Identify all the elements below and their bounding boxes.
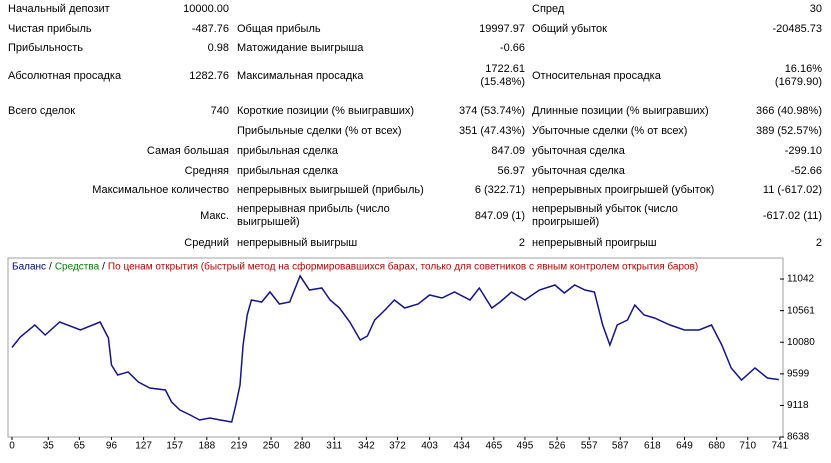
- stat-label: убыточная сделка: [532, 164, 625, 177]
- x-tick-label: 741: [772, 441, 789, 452]
- stat-label: Максимальное количество: [92, 183, 229, 196]
- stat-label: Макс.: [200, 209, 229, 222]
- stat-label: Чистая прибыль: [8, 22, 92, 35]
- legend-item: Средства: [55, 262, 100, 273]
- stat-label: прибыльная сделка: [237, 144, 339, 157]
- stat-label: убыточная сделка: [532, 144, 625, 157]
- x-tick-label: 127: [135, 441, 152, 452]
- stat-label: прибыльная сделка: [237, 164, 339, 177]
- stat-label: Относительная просадка: [532, 69, 661, 82]
- stat-label: Спред: [532, 2, 565, 15]
- stat-label: непрерывный выигрыш: [237, 236, 358, 249]
- x-tick-label: 465: [486, 441, 503, 452]
- x-tick-label: 434: [453, 441, 470, 452]
- balance-line: [11, 274, 779, 423]
- legend-item: /: [102, 262, 105, 273]
- stat-label: Самая большая: [146, 144, 229, 157]
- stat-label: Абсолютная просадка: [8, 69, 122, 82]
- stat-value: -0.66: [499, 41, 525, 54]
- stat-value: 16.16% (1679.90): [774, 63, 822, 88]
- y-tick-label: 8638: [787, 432, 810, 443]
- stat-value: -52.66: [790, 164, 822, 177]
- stat-label: Средняя: [184, 164, 229, 177]
- stat-label: Прибыльные сделки (% от всех): [237, 124, 402, 137]
- stat-value: 351 (47.43%): [458, 124, 525, 137]
- x-tick-label: 372: [389, 441, 406, 452]
- y-tick-label: 10561: [787, 305, 815, 316]
- stat-value: 389 (52.57%): [755, 124, 822, 137]
- stat-value: 1722.61 (15.48%): [480, 63, 525, 88]
- stat-value: -487.76: [191, 22, 229, 35]
- stat-value: 6 (322.71): [474, 183, 525, 196]
- stat-value: 847.09 (1): [474, 209, 525, 222]
- legend-item: Баланс: [12, 262, 46, 273]
- y-tick-label: 11042: [787, 274, 815, 285]
- stat-label: Короткие позиции (% выигравших): [237, 104, 415, 117]
- x-tick-label: 710: [739, 441, 756, 452]
- stat-label: Общая прибыль: [237, 22, 321, 35]
- chart-frame: [7, 257, 784, 438]
- x-tick-label: 557: [581, 441, 598, 452]
- x-tick-label: 65: [74, 441, 86, 452]
- stat-label: Убыточные сделки (% от всех): [532, 124, 688, 137]
- x-tick-label: 35: [43, 441, 55, 452]
- x-tick-label: 649: [676, 441, 693, 452]
- stat-label: непрерывная прибыль (число выигрышей): [237, 203, 390, 228]
- stat-label: Максимальная просадка: [237, 69, 364, 82]
- x-tick-label: 618: [644, 441, 661, 452]
- stat-label: Начальный депозит: [8, 2, 110, 15]
- stat-value: 30: [809, 2, 822, 15]
- stat-value: 1282.76: [189, 69, 229, 82]
- stat-label: Всего сделок: [8, 104, 76, 117]
- stat-value: 10000.00: [183, 2, 229, 15]
- stat-value: -617.02 (11): [762, 209, 822, 222]
- x-tick-label: 96: [106, 441, 118, 452]
- y-tick-label: 9118: [787, 400, 809, 411]
- stat-value: 374 (53.74%): [458, 104, 525, 117]
- x-tick-label: 219: [231, 441, 248, 452]
- x-tick-label: 188: [198, 441, 215, 452]
- stat-label: Общий убыток: [532, 22, 607, 35]
- stat-value: -299.10: [784, 144, 822, 157]
- stat-label: непрерывный убыток (число проигрышей): [532, 203, 678, 228]
- x-tick-label: 587: [612, 441, 629, 452]
- legend-item: /: [49, 262, 52, 273]
- stat-label: непрерывных выигрышей (прибыль): [237, 183, 424, 196]
- x-tick-label: 250: [263, 441, 280, 452]
- stat-value: 19997.97: [479, 22, 525, 35]
- stat-value: 740: [210, 104, 229, 117]
- stat-label: Средний: [184, 236, 229, 249]
- x-tick-label: 0: [9, 441, 15, 452]
- stat-label: непрерывных проигрышей (убыток): [532, 183, 715, 196]
- stat-label: Длинные позиции (% выигравших): [532, 104, 709, 117]
- stat-value: -20485.73: [772, 22, 822, 35]
- y-tick-label: 9599: [787, 368, 810, 379]
- x-tick-label: 311: [326, 441, 342, 452]
- x-tick-label: 280: [294, 441, 311, 452]
- stat-value: 0.98: [207, 41, 229, 54]
- x-tick-label: 157: [166, 441, 183, 452]
- stat-label: Матожидание выигрыша: [237, 41, 364, 54]
- x-tick-label: 680: [708, 441, 725, 452]
- stat-value: 366 (40.98%): [755, 104, 822, 117]
- stat-value: 847.09: [491, 144, 525, 157]
- x-tick-label: 342: [358, 441, 375, 452]
- y-tick-label: 10080: [787, 337, 815, 348]
- stat-value: 56.97: [497, 164, 525, 177]
- stat-label: Прибыльность: [8, 41, 83, 54]
- stat-value: 2: [815, 236, 822, 249]
- x-tick-label: 403: [421, 441, 438, 452]
- stat-label: непрерывный проигрыш: [532, 236, 657, 249]
- legend-item: По ценам открытия (быстрый метод на сфор…: [108, 261, 698, 273]
- x-tick-label: 526: [549, 441, 566, 452]
- x-tick-label: 495: [517, 441, 534, 452]
- stat-value: 2: [518, 236, 525, 249]
- stat-value: 11 (-617.02): [762, 183, 822, 196]
